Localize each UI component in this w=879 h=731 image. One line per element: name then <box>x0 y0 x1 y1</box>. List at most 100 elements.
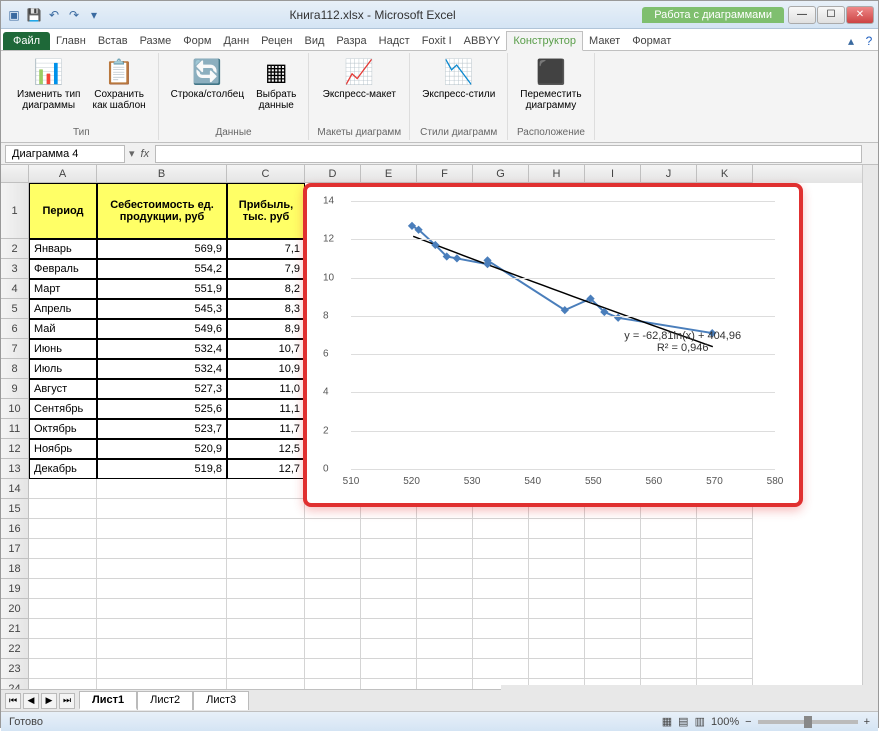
zoom-in-button[interactable]: + <box>864 716 870 728</box>
cell[interactable]: 523,7 <box>97 419 227 439</box>
row-header[interactable]: 15 <box>1 499 29 519</box>
col-header[interactable]: E <box>361 165 417 183</box>
ribbon-btn[interactable]: 🔄Строка/столбец <box>167 55 248 127</box>
cell[interactable]: Октябрь <box>29 419 97 439</box>
cell[interactable] <box>585 659 641 679</box>
cell[interactable]: Апрель <box>29 299 97 319</box>
cell[interactable] <box>641 559 697 579</box>
tab-Конструктор[interactable]: Конструктор <box>506 31 583 51</box>
sheet-nav-first[interactable]: ⏮ <box>5 693 21 709</box>
tab-Разра[interactable]: Разра <box>330 32 372 50</box>
cell[interactable]: 8,2 <box>227 279 305 299</box>
cell[interactable] <box>227 499 305 519</box>
row-header[interactable]: 22 <box>1 639 29 659</box>
qat-more-icon[interactable]: ▾ <box>85 6 103 24</box>
cell[interactable] <box>361 559 417 579</box>
fx-label[interactable]: fx <box>141 148 150 160</box>
cell[interactable] <box>417 599 473 619</box>
cell[interactable]: 532,4 <box>97 359 227 379</box>
cell[interactable] <box>641 579 697 599</box>
cell[interactable] <box>305 559 361 579</box>
cell[interactable] <box>697 639 753 659</box>
view-pagebreak-icon[interactable]: ▥ <box>695 715 705 728</box>
cell[interactable] <box>529 599 585 619</box>
cell[interactable] <box>227 559 305 579</box>
cell[interactable]: 520,9 <box>97 439 227 459</box>
row-header[interactable]: 10 <box>1 399 29 419</box>
cell[interactable] <box>417 539 473 559</box>
cell[interactable] <box>473 659 529 679</box>
cell[interactable] <box>697 519 753 539</box>
cell[interactable] <box>29 559 97 579</box>
cell[interactable]: Сентябрь <box>29 399 97 419</box>
cell[interactable] <box>529 619 585 639</box>
cell[interactable]: 554,2 <box>97 259 227 279</box>
cell[interactable] <box>361 679 417 689</box>
ribbon-btn[interactable]: 📊Изменить типдиаграммы <box>13 55 84 127</box>
cell[interactable] <box>641 619 697 639</box>
cell[interactable]: Прибыль, тыс. руб <box>227 183 305 239</box>
cell[interactable] <box>305 659 361 679</box>
row-header[interactable]: 13 <box>1 459 29 479</box>
row-header[interactable]: 20 <box>1 599 29 619</box>
cell[interactable]: 7,1 <box>227 239 305 259</box>
col-header[interactable]: H <box>529 165 585 183</box>
cell[interactable] <box>305 679 361 689</box>
cell[interactable] <box>361 659 417 679</box>
undo-icon[interactable]: ↶ <box>45 6 63 24</box>
cell[interactable] <box>697 539 753 559</box>
cell[interactable] <box>29 619 97 639</box>
col-header[interactable]: C <box>227 165 305 183</box>
tab-Макет[interactable]: Макет <box>583 32 626 50</box>
cell[interactable] <box>585 579 641 599</box>
ribbon-btn[interactable]: 📈Экспресс-макет <box>319 55 400 127</box>
col-header[interactable]: G <box>473 165 529 183</box>
namebox-dropdown-icon[interactable]: ▾ <box>129 147 135 160</box>
row-header[interactable]: 5 <box>1 299 29 319</box>
cell[interactable] <box>227 679 305 689</box>
cell[interactable] <box>473 639 529 659</box>
sheet-tab[interactable]: Лист2 <box>137 691 193 710</box>
cell[interactable] <box>97 559 227 579</box>
sheet-nav-last[interactable]: ⏭ <box>59 693 75 709</box>
row-header[interactable]: 2 <box>1 239 29 259</box>
cell[interactable] <box>227 479 305 499</box>
tab-Вид[interactable]: Вид <box>299 32 331 50</box>
ribbon-btn[interactable]: ▦Выбратьданные <box>252 55 300 127</box>
cell[interactable]: 8,9 <box>227 319 305 339</box>
cell[interactable]: Июнь <box>29 339 97 359</box>
cell[interactable]: 12,7 <box>227 459 305 479</box>
cell[interactable] <box>305 619 361 639</box>
cell[interactable] <box>97 519 227 539</box>
row-header[interactable]: 4 <box>1 279 29 299</box>
name-box[interactable]: Диаграмма 4 <box>5 145 125 163</box>
row-header[interactable]: 12 <box>1 439 29 459</box>
cell[interactable]: Ноябрь <box>29 439 97 459</box>
cell[interactable] <box>227 539 305 559</box>
cell[interactable]: Себестоимость ед. продукции, руб <box>97 183 227 239</box>
sheet-tab[interactable]: Лист1 <box>79 691 137 710</box>
tab-Данн[interactable]: Данн <box>217 32 255 50</box>
view-normal-icon[interactable]: ▦ <box>662 715 672 728</box>
cell[interactable] <box>97 539 227 559</box>
cell[interactable] <box>473 559 529 579</box>
cell[interactable] <box>227 639 305 659</box>
tab-Foxit I[interactable]: Foxit I <box>416 32 458 50</box>
cell[interactable] <box>29 639 97 659</box>
cell[interactable] <box>361 639 417 659</box>
cell[interactable] <box>473 579 529 599</box>
tab-Главн[interactable]: Главн <box>50 32 92 50</box>
cell[interactable] <box>97 639 227 659</box>
cell[interactable] <box>417 639 473 659</box>
tab-Формат[interactable]: Формат <box>626 32 677 50</box>
tab-ABBYY[interactable]: ABBYY <box>458 32 507 50</box>
col-header[interactable]: A <box>29 165 97 183</box>
cell[interactable] <box>585 639 641 659</box>
tab-Надст[interactable]: Надст <box>373 32 416 50</box>
row-header[interactable]: 18 <box>1 559 29 579</box>
cell[interactable]: 8,3 <box>227 299 305 319</box>
cell[interactable] <box>641 539 697 559</box>
cell[interactable] <box>697 619 753 639</box>
cell[interactable]: 549,6 <box>97 319 227 339</box>
minimize-ribbon-icon[interactable]: ▴ <box>842 32 860 50</box>
